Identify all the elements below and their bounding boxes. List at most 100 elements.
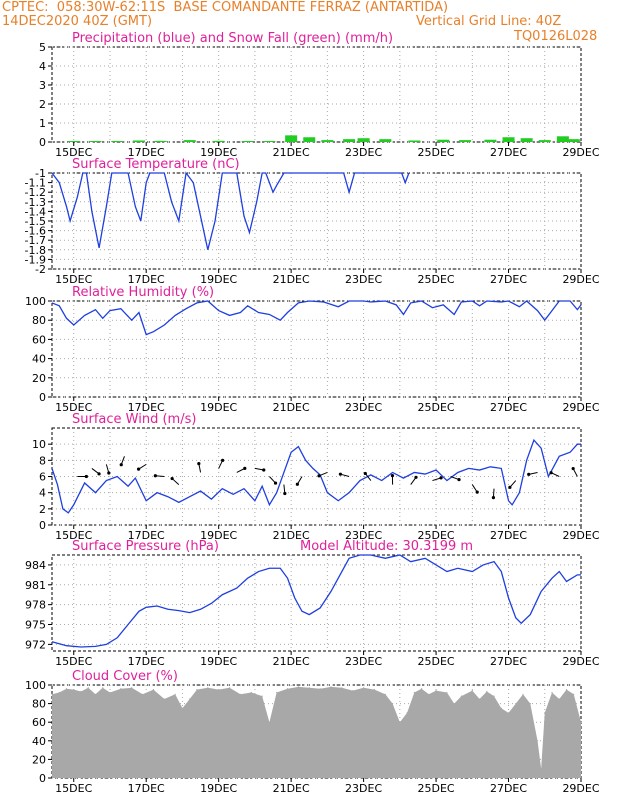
x-tick-label: 23DEC [345, 273, 382, 286]
series-line [51, 438, 581, 514]
wind-arrow-head [439, 476, 443, 480]
header-date: 14DEC2020 40Z (GMT) [2, 14, 153, 29]
wind-arrow-head [153, 474, 157, 478]
x-tick-label: 29DEC [562, 401, 599, 414]
snow-bar [408, 140, 421, 142]
cloud-point [384, 693, 386, 695]
y-tick-label: 40 [32, 735, 46, 748]
y-tick-label: 80 [32, 698, 46, 711]
cloud-point [181, 707, 184, 709]
cloud-point [399, 721, 401, 723]
wind-arrow-head [508, 485, 512, 489]
cloud-point [218, 689, 220, 691]
cloud-point [428, 693, 430, 695]
x-tick-label: 29DEC [562, 655, 599, 668]
cloud-point [413, 691, 415, 694]
cloud-point [529, 703, 531, 705]
cloud-point [308, 687, 310, 689]
wind-arrow-head [84, 474, 88, 479]
cloud-point [189, 698, 191, 700]
y-tick-label: -2 [35, 263, 46, 276]
cloud-point [522, 693, 524, 695]
cloud-point [558, 698, 560, 700]
panel-frame [51, 554, 582, 652]
x-tick-label: 17DEC [128, 655, 165, 668]
x-tick-label: 21DEC [273, 782, 310, 795]
snow-bar [567, 139, 580, 142]
snow-bar [484, 139, 497, 142]
snow-bar [212, 140, 225, 142]
x-tick-label: 25DEC [418, 401, 455, 414]
x-tick-label: 19DEC [200, 529, 237, 542]
wind-arrow-head [107, 471, 111, 475]
series-line [51, 554, 581, 648]
cloud-point [163, 698, 165, 700]
snow-bar [459, 140, 472, 142]
y-tick-label: 975 [25, 619, 46, 632]
cloud-point [152, 689, 155, 691]
cloud-point [58, 691, 60, 694]
header-grid-note: Vertical Grid Line: 40Z [416, 14, 562, 29]
x-tick-label: 27DEC [490, 401, 527, 414]
x-tick-label: 15DEC [55, 782, 92, 795]
x-tick-label: 27DEC [490, 273, 527, 286]
snow-bar [67, 141, 80, 142]
cloud-point [196, 689, 198, 691]
snow-bar [343, 139, 356, 142]
cloud-point [471, 689, 473, 692]
header-code: TQ0126L028 [514, 29, 598, 44]
cloud-point [207, 687, 209, 689]
y-tick-label: 984 [25, 559, 46, 572]
y-tick-label: 972 [25, 638, 46, 651]
x-tick-label: 19DEC [200, 401, 237, 414]
x-tick-label: 19DEC [200, 146, 237, 159]
y-tick-label: 0 [39, 519, 46, 532]
wind-arrow-head [363, 471, 367, 476]
cloud-point [102, 687, 104, 689]
wind-arrow-head [119, 463, 123, 467]
x-tick-label: 19DEC [200, 655, 237, 668]
y-tick-label: -1.3 [25, 196, 46, 209]
snow-bar [437, 139, 450, 142]
cloud-point [453, 703, 455, 705]
snow-bar [538, 140, 551, 142]
wind-arrow-head [170, 476, 174, 481]
wind-arrow-head [273, 481, 278, 485]
x-tick-label: 27DEC [490, 782, 527, 795]
y-tick-label: -1.4 [25, 205, 46, 218]
cloud-point [261, 695, 263, 697]
cloud-point [286, 688, 289, 690]
cloud-point [94, 693, 97, 695]
wind-arrow-head [571, 466, 575, 471]
y-tick-label: 0 [39, 772, 46, 785]
x-tick-label: 23DEC [345, 401, 382, 414]
cloud-point [420, 688, 423, 690]
x-tick-label: 15DEC [55, 273, 92, 286]
y-tick-label: -1.6 [25, 225, 46, 238]
cloud-point [580, 721, 582, 723]
cloud-point [141, 693, 144, 695]
y-tick-label: 3 [39, 79, 46, 92]
x-tick-label: 21DEC [273, 273, 310, 286]
wind-arrow-head [197, 462, 201, 466]
y-tick-label: -1.8 [25, 244, 46, 257]
y-tick-label: 981 [25, 579, 46, 592]
y-tick-label: 100 [25, 679, 46, 692]
y-tick-label: 60 [32, 333, 46, 346]
cloud-point [352, 689, 354, 692]
snow-bar [89, 141, 102, 142]
snow-bar [502, 137, 515, 142]
snow-bar [556, 136, 569, 142]
y-tick-label: 4 [39, 487, 46, 500]
snow-bar [241, 141, 254, 142]
cloud-point [551, 691, 553, 694]
x-tick-label: 21DEC [273, 655, 310, 668]
cloud-point [51, 693, 53, 695]
wind-arrow-head [475, 490, 479, 494]
x-tick-label: 23DEC [345, 782, 382, 795]
wind-arrow-head [491, 496, 496, 500]
wind-arrow-head [414, 475, 418, 479]
wind-arrow-head [97, 472, 101, 476]
cloud-point [573, 693, 575, 695]
wind-arrow-head [243, 466, 247, 470]
